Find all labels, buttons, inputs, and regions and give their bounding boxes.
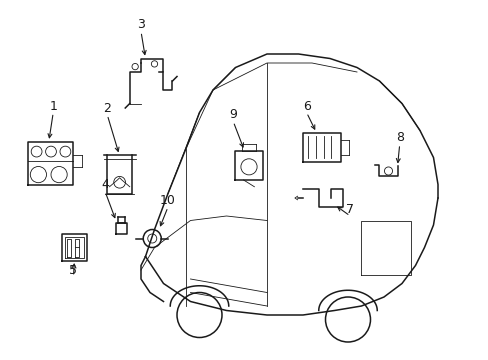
Text: 5: 5 (69, 264, 77, 277)
Text: 2: 2 (103, 102, 111, 115)
Text: 9: 9 (229, 108, 237, 122)
Text: 4: 4 (101, 178, 109, 191)
Text: 1: 1 (49, 99, 57, 112)
Text: 6: 6 (302, 99, 310, 112)
Text: 3: 3 (137, 18, 144, 31)
Text: 7: 7 (346, 203, 353, 216)
Text: 8: 8 (395, 131, 403, 144)
Text: 10: 10 (160, 194, 176, 207)
